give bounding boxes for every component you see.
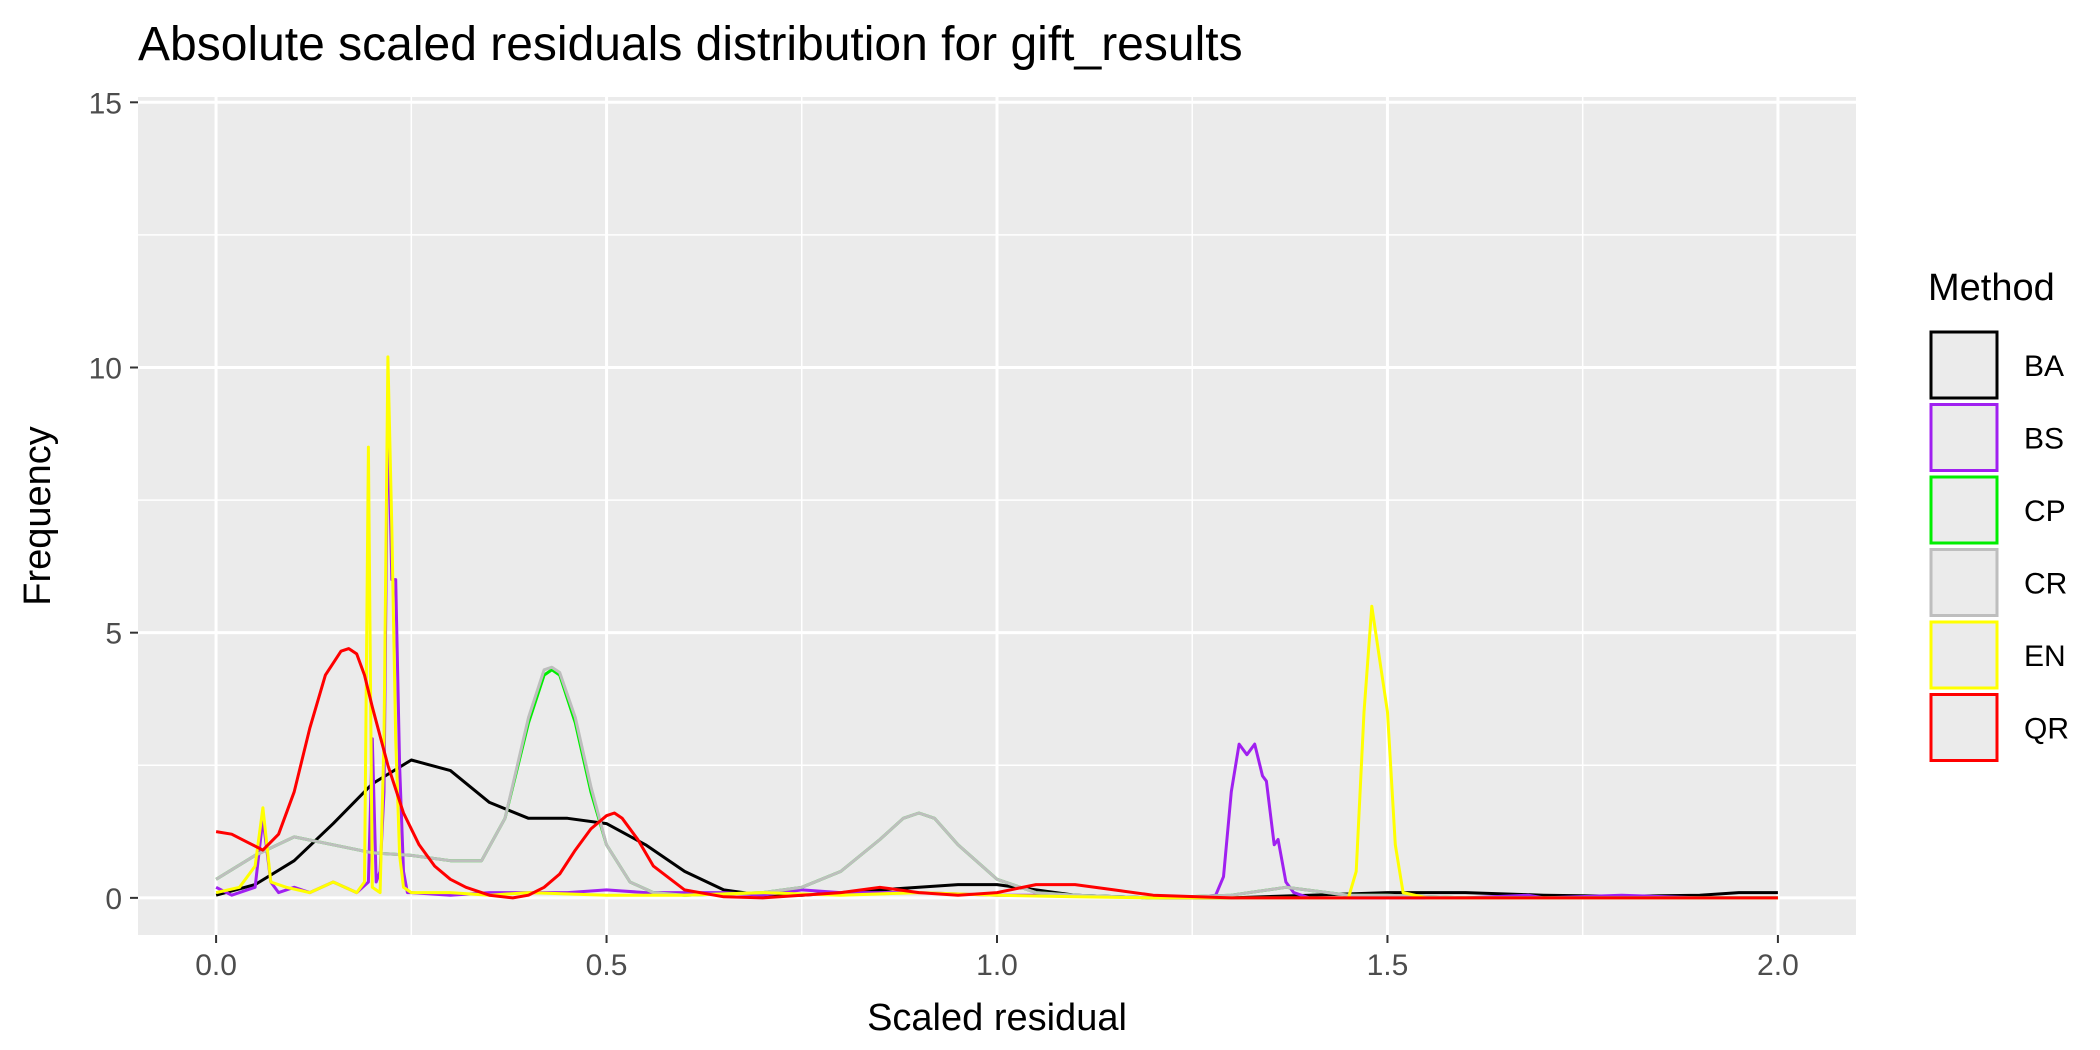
chart-title: Absolute scaled residuals distribution f…: [138, 18, 1243, 71]
legend-key-en: [1929, 620, 1999, 690]
legend-label-ba: BA: [2024, 350, 2064, 383]
legend-key-bs: [1929, 403, 1999, 472]
x-tick-label: 0.5: [586, 949, 628, 982]
axes: 0.0 0.5 1.0 1.5 2.0 0 5 10 15: [89, 87, 1799, 982]
legend-key-cr: [1929, 548, 1999, 617]
legend: Method BA BS CP CR EN QR: [1928, 267, 2069, 762]
x-axis-title: Scaled residual: [867, 997, 1127, 1039]
grid-lines: [138, 97, 1856, 935]
legend-title: Method: [1928, 267, 2055, 309]
series-lines: [215, 355, 1778, 900]
legend-key-ba: [1929, 330, 1999, 400]
y-tick-label: 10: [89, 352, 122, 385]
legend-label-bs: BS: [2024, 423, 2064, 456]
x-tick-label: 1.5: [1367, 949, 1409, 982]
series-line-qr: [215, 647, 1778, 900]
series-line-cr: [215, 665, 1778, 900]
x-tick-label: 0.0: [195, 949, 237, 982]
legend-key-cp: [1929, 475, 1999, 545]
y-tick-label: 5: [105, 618, 122, 651]
series-line-en: [215, 355, 1778, 900]
x-tick-label: 1.0: [976, 949, 1018, 982]
y-axis-title: Frequency: [17, 426, 59, 606]
legend-label-qr: QR: [2024, 713, 2069, 746]
legend-label-cr: CR: [2024, 568, 2067, 601]
y-tick-label: 0: [105, 883, 122, 916]
legend-key-qr: [1929, 693, 1999, 762]
legend-label-en: EN: [2024, 640, 2066, 673]
x-tick-label: 2.0: [1757, 949, 1799, 982]
legend-label-cp: CP: [2024, 495, 2066, 528]
y-tick-label: 15: [89, 87, 122, 120]
